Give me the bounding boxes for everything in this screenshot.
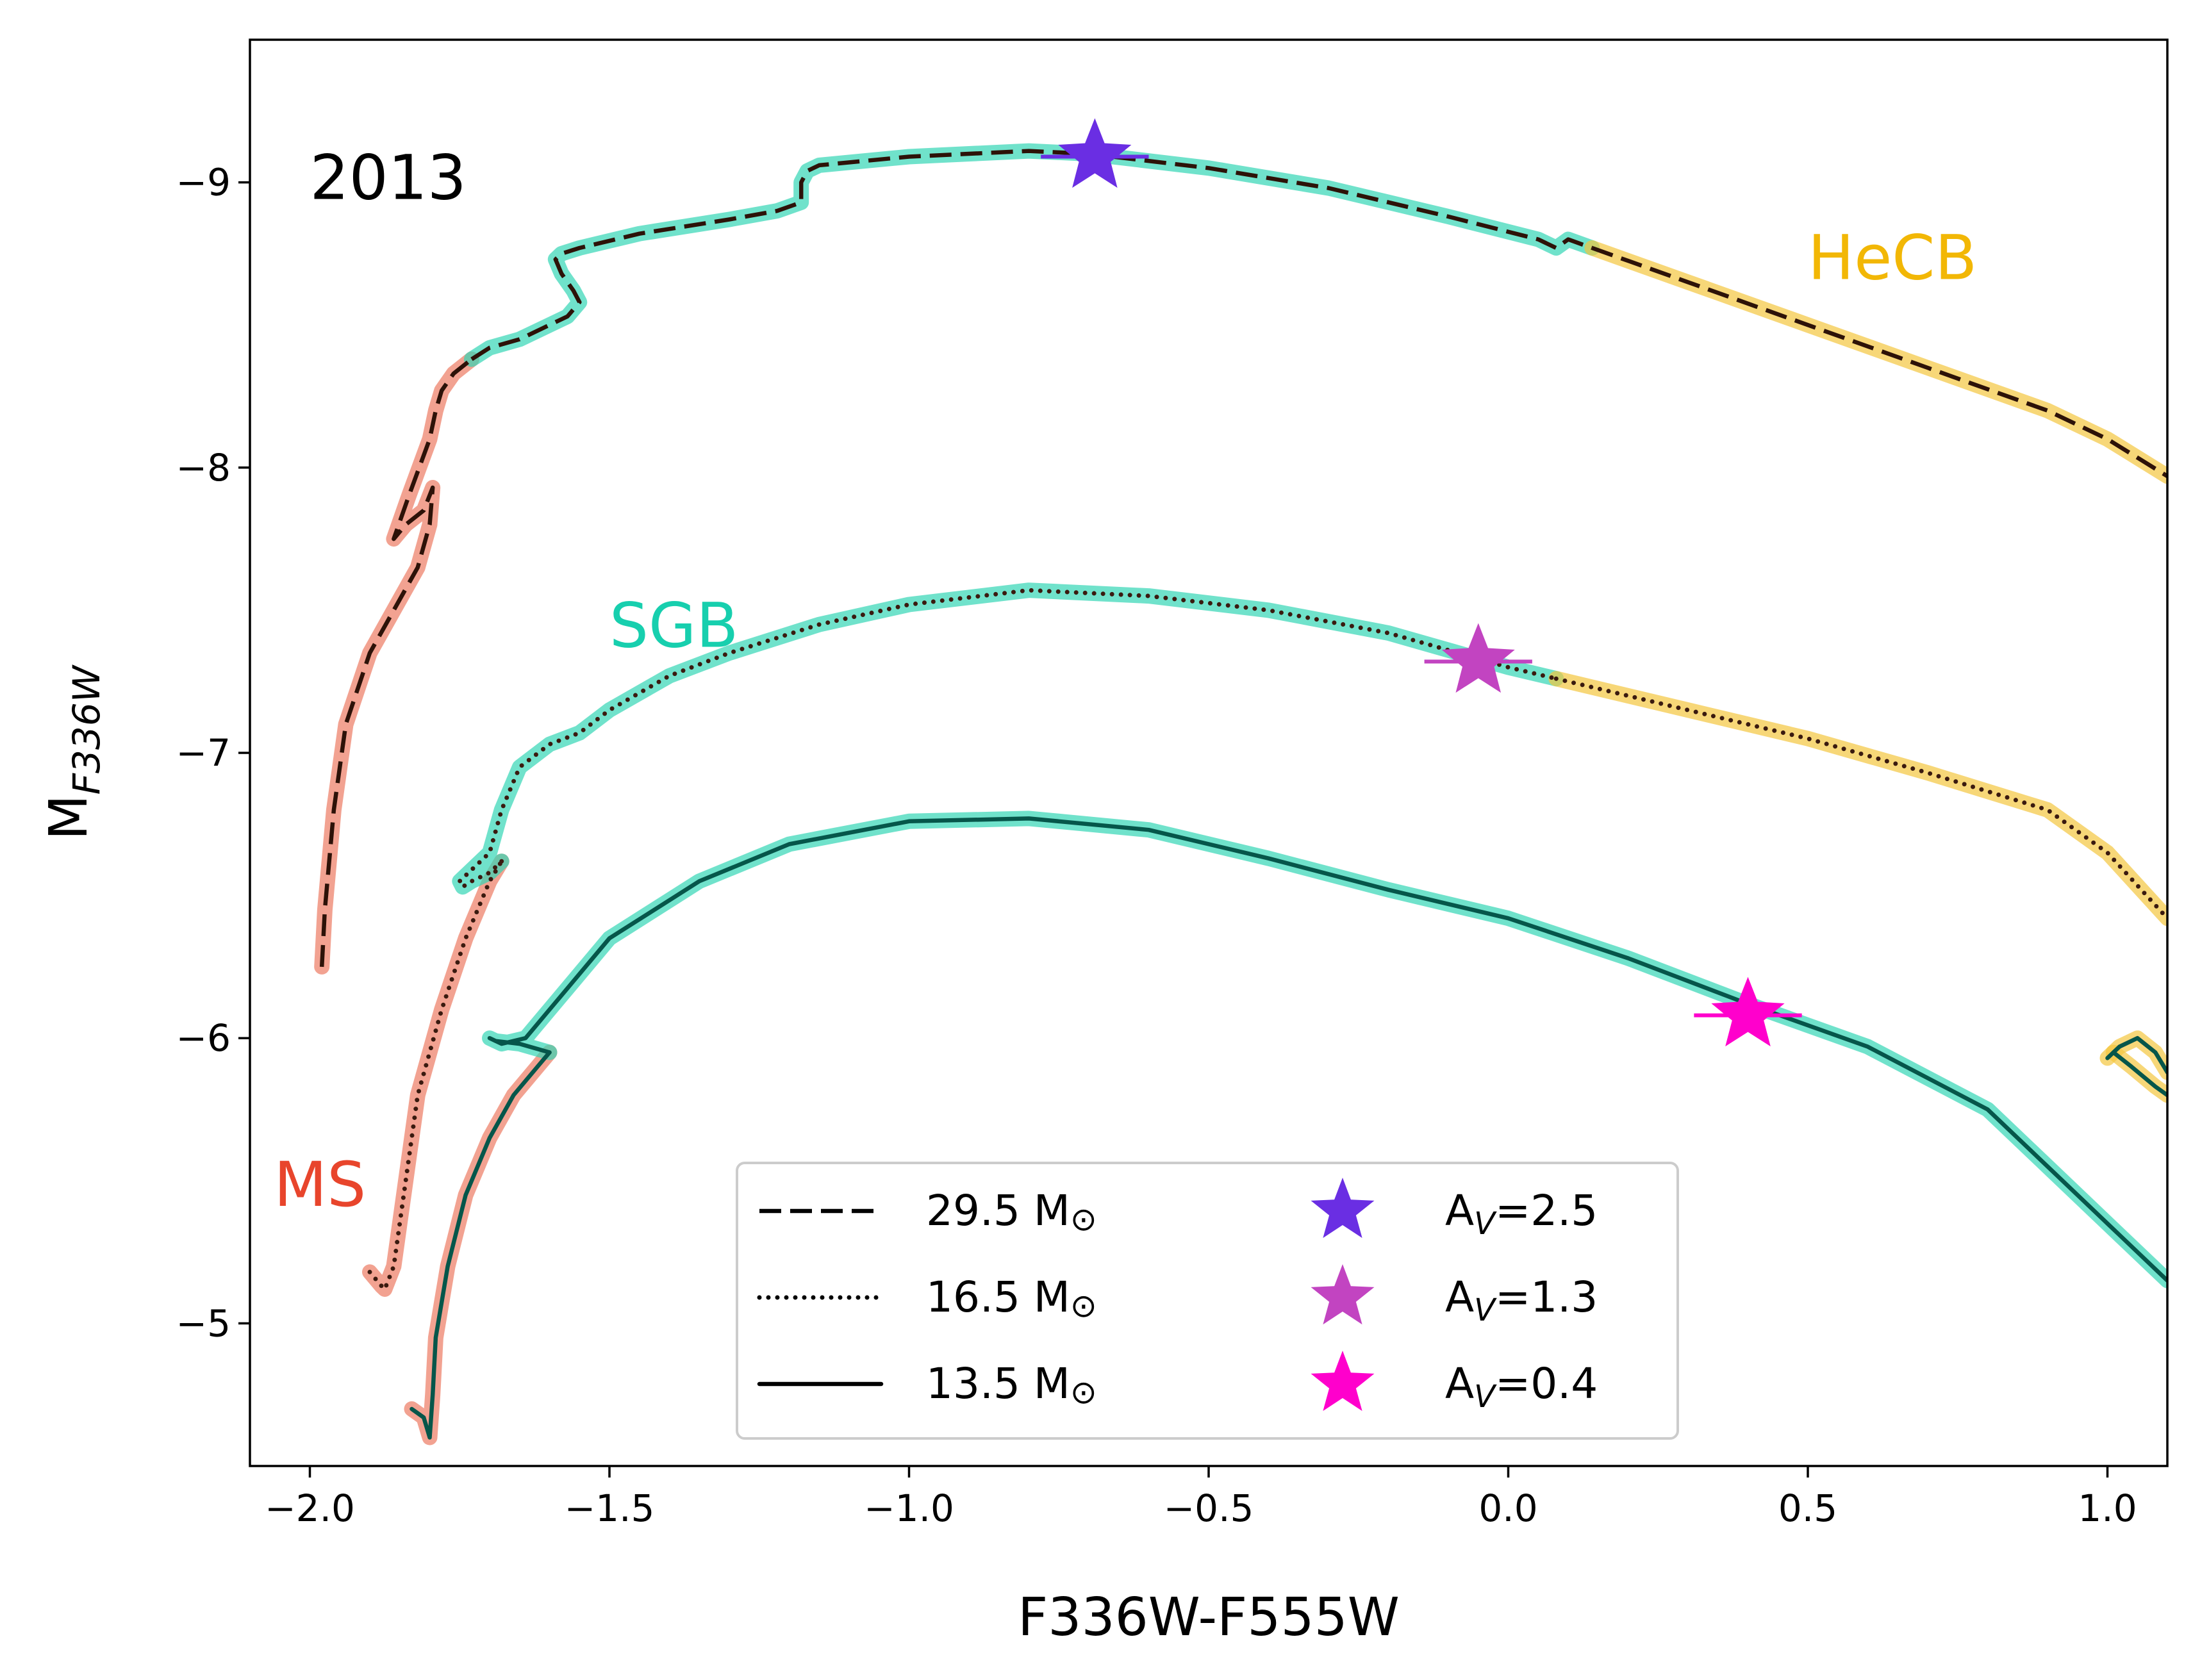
- phase-glow-ms-1-0: [362, 853, 509, 1297]
- track-line-solid-2-3: [2111, 1050, 2167, 1098]
- legend-box: [736, 1162, 1679, 1440]
- legend-label-solid: 13.5 M⊙: [926, 1359, 1097, 1411]
- x-tick-label: 1.0: [2078, 1486, 2137, 1530]
- y-axis: −9 −8 −7 −6 −5: [176, 161, 250, 1345]
- y-axis-label-main: M: [38, 795, 99, 840]
- star-marker-2: [1711, 976, 1785, 1047]
- legend-unit-solid: ⊙: [1070, 1374, 1097, 1411]
- x-axis: −2.0 −1.5 −1.0 −0.5 0.0 0.5 1.0: [265, 1466, 2137, 1530]
- legend-extinction-label-2: AV=0.4: [1445, 1359, 1598, 1415]
- star-marker-1: [1441, 623, 1515, 693]
- x-tick-label: −1.0: [864, 1486, 954, 1530]
- track-line-dashed-0-0: [319, 358, 474, 968]
- track-line-solid-2-1: [487, 816, 2167, 1283]
- phase-glow-sgb-0-1: [464, 143, 1600, 367]
- legend-label-dotted: 16.5 M⊙: [926, 1272, 1097, 1324]
- y-tick-label: −8: [176, 446, 231, 490]
- legend-star-0: [1311, 1178, 1375, 1239]
- annotation-ms: MS: [274, 1149, 366, 1221]
- star-marker-layer: [1041, 118, 1802, 1047]
- legend-unit-dotted: ⊙: [1070, 1287, 1097, 1324]
- y-axis-label-sub: F336W: [65, 664, 108, 795]
- x-tick-label: 0.0: [1478, 1486, 1537, 1530]
- annotation-year: 2013: [310, 142, 467, 214]
- track-line-dashed-0-1: [470, 149, 1593, 361]
- annotation-hecb: HeCB: [1808, 222, 1977, 293]
- y-axis-label: MF336W: [38, 664, 108, 840]
- legend: 29.5 M⊙ 16.5 M⊙ 13.5 M⊙ AV=2.5 AV=1.3 AV=0.4: [736, 1162, 1679, 1440]
- x-axis-label: F336W-F555W: [1018, 1587, 1400, 1648]
- annotation-layer: 2013 HeCB SGB MS: [274, 142, 1977, 1221]
- track-line-dashed-0-2: [1591, 245, 2167, 478]
- phase-glow-ms-0-0: [314, 351, 479, 975]
- phase-glow-hecb-1-2: [1548, 671, 2167, 926]
- track-line-dotted-1-2: [1553, 676, 2167, 921]
- track-line-dotted-1-1: [457, 588, 1559, 889]
- annotation-sgb: SGB: [609, 590, 738, 662]
- track-line-solid-2-2: [2105, 1035, 2167, 1075]
- legend-label-dashed: 29.5 M⊙: [926, 1186, 1097, 1238]
- track-line-solid-2-0: [410, 1050, 552, 1440]
- track-line-layer: [319, 149, 2167, 1440]
- x-tick-label: −0.5: [1164, 1486, 1254, 1530]
- legend-extinction-label-1: AV=1.3: [1445, 1272, 1598, 1328]
- track-line-dotted-1-0: [367, 859, 504, 1292]
- x-tick-label: −1.5: [565, 1486, 655, 1530]
- y-tick-label: −5: [176, 1301, 231, 1345]
- y-tick-label: −9: [176, 161, 231, 204]
- legend-star-1: [1311, 1264, 1375, 1325]
- legend-star-2: [1311, 1351, 1375, 1412]
- y-tick-label: −7: [176, 731, 231, 775]
- star-marker-0: [1058, 118, 1132, 188]
- y-tick-label: −6: [176, 1016, 231, 1060]
- legend-extinction-label-0: AV=2.5: [1445, 1186, 1598, 1242]
- x-tick-label: 0.5: [1778, 1486, 1837, 1530]
- x-tick-label: −2.0: [265, 1486, 355, 1530]
- legend-unit-dashed: ⊙: [1070, 1201, 1097, 1238]
